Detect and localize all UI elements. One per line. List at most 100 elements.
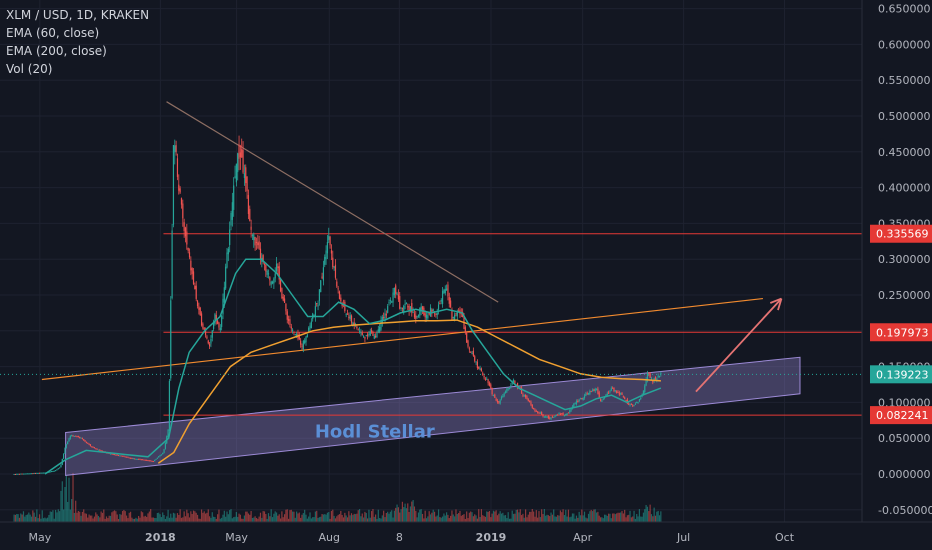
candle-body <box>360 332 362 334</box>
candle-body <box>400 307 402 309</box>
volume-bar <box>91 515 93 522</box>
candle-body <box>134 458 136 460</box>
volume-bar <box>155 518 157 522</box>
candle-body <box>638 399 641 402</box>
candle-body <box>624 397 626 400</box>
volume-bar <box>636 513 638 522</box>
volume-bar <box>506 518 508 522</box>
candle-body <box>578 399 580 401</box>
candle-body <box>93 447 96 449</box>
candle-body <box>328 235 330 240</box>
volume-bar <box>113 510 116 522</box>
volume-bar <box>527 514 529 522</box>
candle-body <box>499 400 501 404</box>
candle-body <box>204 329 207 335</box>
volume-bar <box>547 515 549 522</box>
candle-body <box>650 378 653 380</box>
candle-body <box>150 460 152 462</box>
candle-body <box>64 447 66 454</box>
volume-bar <box>483 516 485 522</box>
volume-bar <box>456 514 458 522</box>
candle-body <box>187 247 189 251</box>
candle-body <box>658 375 661 377</box>
volume-bar <box>308 516 310 522</box>
candle-body <box>417 314 420 317</box>
candle-body <box>16 473 18 475</box>
candle-body <box>144 459 146 461</box>
price-axis[interactable]: 0.650000 0.600000 0.550000 0.500000 0.450000… <box>878 3 932 517</box>
volume-bar <box>597 511 599 522</box>
candle-body <box>225 266 227 289</box>
volume-bar <box>246 511 248 522</box>
candle-body <box>411 303 413 313</box>
candle-body <box>428 312 430 315</box>
volume-bar <box>80 515 82 522</box>
candle-body <box>113 454 116 456</box>
volume-bar <box>387 511 389 522</box>
candle-body <box>109 453 112 455</box>
volume-bar <box>241 518 243 522</box>
volume-bar <box>285 509 287 522</box>
volume-bar <box>583 511 586 522</box>
volume-bar <box>111 512 113 522</box>
volume-bar <box>348 511 350 522</box>
volume-bar <box>577 517 579 522</box>
candle-body <box>57 468 59 470</box>
candle-body <box>567 412 570 414</box>
candle-body <box>317 304 319 307</box>
volume-bar <box>385 512 387 522</box>
candle-body <box>387 306 389 313</box>
volume-bar <box>292 511 294 522</box>
candle-body <box>270 281 272 285</box>
volume-bar <box>526 517 528 522</box>
candle-body <box>21 473 23 475</box>
volume-bar <box>421 513 424 522</box>
volume-bar <box>129 511 132 522</box>
candle-body <box>146 459 148 461</box>
candle-body <box>606 393 608 395</box>
legend-ema200: EMA (200, close) <box>6 44 107 58</box>
candle-body <box>203 328 205 330</box>
volume-bar <box>480 509 483 522</box>
candle-body <box>254 236 256 246</box>
volume-bar <box>18 517 21 522</box>
candle-body <box>455 313 457 315</box>
volume-bar <box>613 513 615 522</box>
candle-body <box>569 410 571 413</box>
volume-bar <box>591 511 594 522</box>
volume-bar <box>167 509 169 522</box>
hodl-channel <box>65 356 801 476</box>
candle-body <box>53 470 55 472</box>
candle-body <box>352 322 354 326</box>
volume-bar <box>132 518 134 522</box>
volume-bar <box>184 516 187 522</box>
volume-bar <box>34 516 37 522</box>
volume-bar <box>336 516 338 522</box>
candle-body <box>601 400 603 402</box>
candle-body <box>302 341 304 350</box>
candle-body <box>294 334 296 336</box>
volume-bar <box>652 516 654 522</box>
candle-body <box>391 301 393 303</box>
candle-body <box>350 315 353 323</box>
volume-bar <box>425 518 428 522</box>
volume-bar <box>134 518 136 522</box>
volume-bar <box>135 517 137 522</box>
candle-body <box>330 250 333 254</box>
volume-bar <box>450 515 452 522</box>
volume-bar <box>275 512 278 522</box>
volume-bar <box>262 511 264 522</box>
candle-body <box>409 306 412 312</box>
volume-bar <box>514 513 516 522</box>
volume-bar <box>533 511 535 522</box>
candle-body <box>293 331 295 333</box>
candle-body <box>99 449 101 451</box>
time-tick-label: 8 <box>396 531 403 544</box>
time-axis[interactable]: May 2018 May Aug 8 2019 Apr Jul Oct <box>0 521 932 544</box>
candle-body <box>320 280 322 293</box>
candle-body <box>338 291 341 299</box>
candle-body <box>273 278 275 284</box>
volume-bar <box>258 516 260 522</box>
volume-bar <box>401 501 404 522</box>
